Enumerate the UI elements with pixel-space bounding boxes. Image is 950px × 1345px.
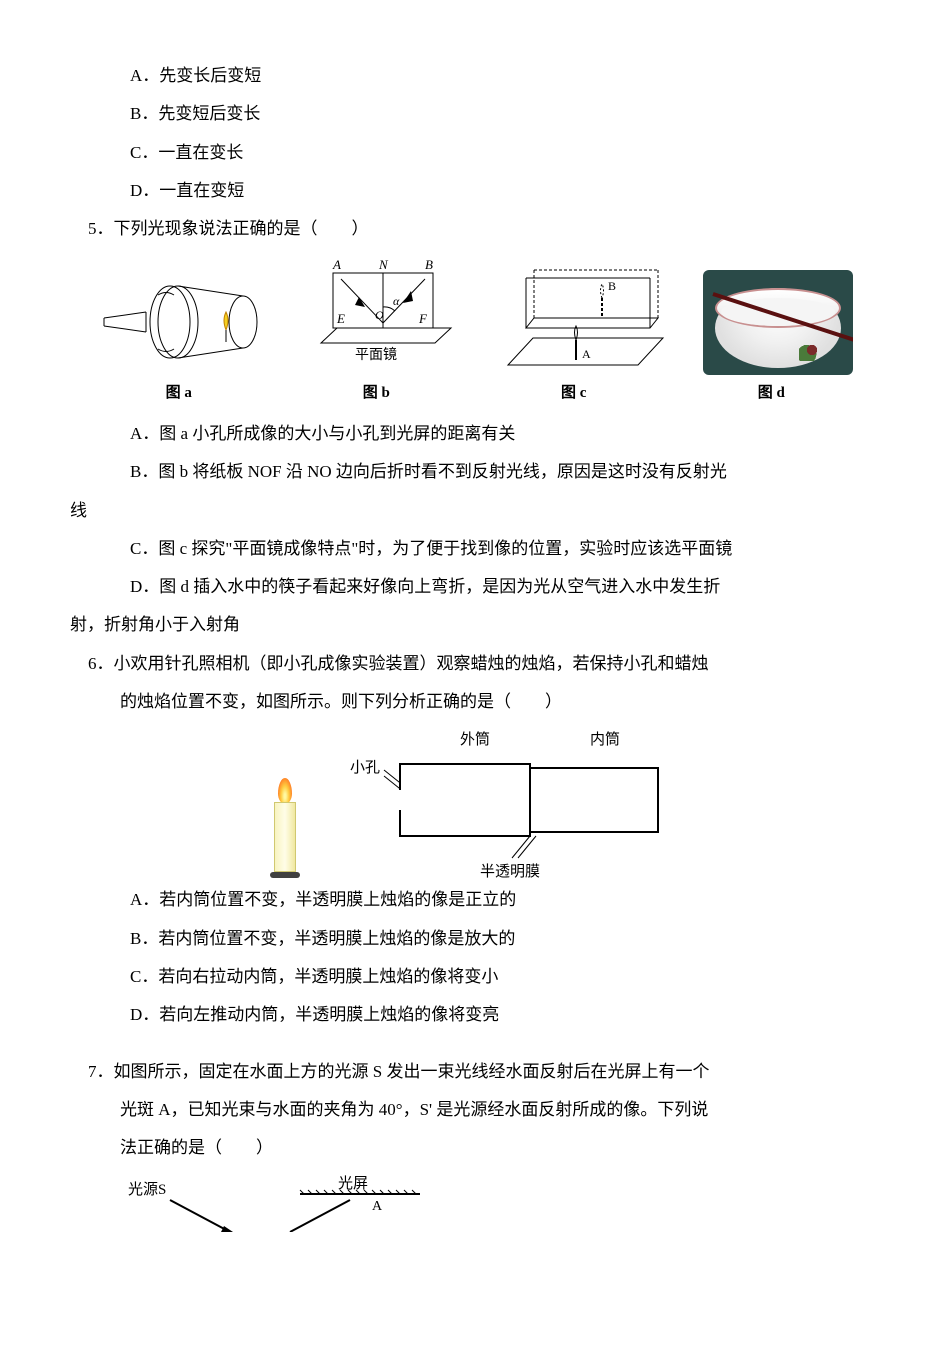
q5-fig-c: A B (498, 260, 668, 375)
q5-fig-label-b: 图 b (278, 379, 476, 408)
q7-stem-line3: 法正确的是（ ） (70, 1132, 880, 1164)
q5-option-c: C．图 c 探究"平面镜成像特点"时，为了便于找到像的位置，实验时应该选平面镜 (70, 533, 880, 565)
svg-text:半透明膜: 半透明膜 (480, 863, 540, 878)
q5-fig-d (703, 270, 853, 375)
q5-fig-b: A N B E O α F 平面镜 (303, 255, 463, 375)
q4-option-d: D．一直在变短 (70, 175, 880, 207)
q5-option-a: A．图 a 小孔所成像的大小与小孔到光屏的距离有关 (70, 418, 880, 450)
q5-option-d-line2: 射，折射角小于入射角 (70, 609, 880, 641)
candle-icon (270, 778, 300, 878)
q5-option-d-line1: D．图 d 插入水中的筷子看起来好像向上弯折，是因为光从空气进入水中发生折 (70, 571, 880, 603)
svg-text:光屏: 光屏 (338, 1175, 368, 1192)
svg-text:α: α (393, 294, 400, 308)
q5-fig-label-d: 图 d (673, 379, 871, 408)
q6-figure: 外筒 内筒 小孔 半透明膜 (70, 728, 880, 878)
q4-option-b: B．先变短后变长 (70, 98, 880, 130)
q7-stem-line2: 光斑 A，已知光束与水面的夹角为 40°，S' 是光源经水面反射所成的像。下列说 (70, 1094, 880, 1126)
reflection-apparatus-icon: A N B E O α F 平面镜 (303, 255, 463, 375)
q5-fig-label-a: 图 a (80, 379, 278, 408)
svg-text:平面镜: 平面镜 (355, 347, 397, 363)
pinhole-tubes-icon: 外筒 内筒 小孔 半透明膜 (340, 728, 680, 878)
q4-option-c: C．一直在变长 (70, 137, 880, 169)
q5-fig-label-c: 图 c (475, 379, 673, 408)
q4-option-a: A．先变长后变短 (70, 60, 880, 92)
svg-text:内筒: 内筒 (590, 731, 620, 748)
q7-stem-line1: 7．如图所示，固定在水面上方的光源 S 发出一束光线经水面反射后在光屏上有一个 (70, 1056, 880, 1088)
svg-text:E: E (336, 311, 345, 326)
svg-text:外筒: 外筒 (460, 731, 490, 748)
svg-text:小孔: 小孔 (350, 759, 380, 776)
q5-figure-row: A N B E O α F 平面镜 A (70, 255, 880, 375)
q5-fig-a (98, 270, 268, 375)
q6-option-b: B．若内筒位置不变，半透明膜上烛焰的像是放大的 (70, 923, 880, 955)
svg-text:F: F (418, 311, 428, 326)
bowl-photo-icon (703, 270, 853, 375)
svg-text:O: O (375, 308, 384, 322)
svg-text:B: B (425, 257, 433, 272)
q5-option-b-line1: B．图 b 将纸板 NOF 沿 NO 边向后折时看不到反射光线，原因是这时没有反… (70, 456, 880, 488)
svg-text:A: A (372, 1199, 383, 1214)
q5-option-b-line2: 线 (70, 495, 880, 527)
q6-stem-line2: 的烛焰位置不变，如图所示。则下列分析正确的是（ ） (70, 686, 880, 718)
q7-figure: 光源S 光屏 A (120, 1172, 880, 1243)
svg-text:A: A (332, 257, 341, 272)
plane-mirror-imaging-icon: A B (498, 260, 668, 375)
reflection-water-icon: 光源S 光屏 A (120, 1172, 480, 1232)
q5-fig-labels: 图 a 图 b 图 c 图 d (70, 379, 880, 408)
svg-text:A: A (582, 347, 591, 361)
q6-stem-line1: 6．小欢用针孔照相机（即小孔成像实验装置）观察蜡烛的烛焰，若保持小孔和蜡烛 (70, 648, 880, 680)
svg-text:光源S: 光源S (128, 1181, 166, 1198)
svg-text:N: N (378, 257, 389, 272)
q6-option-a: A．若内筒位置不变，半透明膜上烛焰的像是正立的 (70, 884, 880, 916)
svg-text:B: B (608, 279, 616, 293)
pinhole-camera-icon (98, 270, 268, 375)
q5-stem: 5．下列光现象说法正确的是（ ） (70, 213, 880, 245)
q6-option-c: C．若向右拉动内筒，半透明膜上烛焰的像将变小 (70, 961, 880, 993)
q6-option-d: D．若向左推动内筒，半透明膜上烛焰的像将变亮 (70, 999, 880, 1031)
